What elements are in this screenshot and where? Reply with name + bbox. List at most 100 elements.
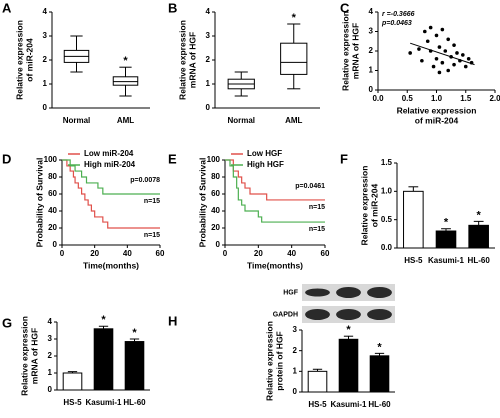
point [428,25,433,30]
x-tick-label: 0.5 [402,94,414,103]
y-tick-label: 60 [211,189,220,198]
y-tick-label: 4 [43,7,48,16]
box [112,76,139,86]
y-tick-label: 2 [293,346,298,355]
significance: * [292,12,297,24]
survival-curve [225,159,325,201]
y-tick-label: 40 [48,206,57,215]
legend-label: High HGF [247,160,284,169]
bar [307,370,328,393]
y-axis-label: Relative expression [264,321,274,401]
bar [62,372,83,391]
p-value: p=0.0078 [130,177,160,184]
bar [338,338,359,393]
panel-letter: A [2,0,12,15]
significance: * [132,327,137,339]
x-tick-label: HS-5 [308,400,327,409]
y-tick-label: 0 [293,387,298,396]
point [437,70,442,75]
x-tick-label: 40 [123,249,132,258]
y-axis-label: mRNA of HGF [29,328,39,384]
blot-band [336,309,361,320]
y-tick-label: 2 [48,351,53,360]
x-tick-label: AML [117,116,134,125]
significance: * [377,341,382,353]
y-tick-label: 80 [48,172,57,181]
x-axis-label: of miR-204 [415,115,459,125]
point [461,53,465,57]
x-tick-label: 0 [60,249,65,258]
survival-curve [225,159,325,223]
blot-label: HGF [283,289,299,296]
y-tick-label: 40 [211,206,220,215]
y-tick-label: 1 [369,66,374,75]
point [443,49,448,53]
y-axis-label: of miR-204 [369,184,379,228]
y-tick-label: 100 [44,155,58,164]
point [437,45,442,49]
y-tick-label: 3 [293,325,298,334]
bar [369,355,390,393]
blot-label: GAPDH [273,311,298,318]
blot-band [305,288,330,297]
y-tick-label: 1.5 [381,158,393,167]
panel-letter: G [2,315,12,330]
y-tick-label: 0.5 [381,215,393,224]
legend-label: Low HGF [247,149,282,158]
x-axis-label: Time(months) [247,260,303,270]
y-axis-label: protein of HGF [274,331,284,391]
x-tick-label: 60 [321,249,330,258]
x-tick-label: Normal [227,116,255,125]
x-axis-label: Time(months) [83,260,139,270]
y-tick-label: 3 [48,334,53,343]
x-tick-label: 1.5 [460,94,472,103]
x-tick-label: Kasumi-1 [330,400,367,409]
x-tick-label: 0.0 [372,94,384,103]
point [431,64,436,69]
y-tick-label: 4 [369,7,374,16]
n-label: n=15 [144,232,160,239]
panel-letter: F [340,151,348,166]
panel-letter: C [340,0,350,15]
n-label: n=15 [309,226,325,233]
bar [403,190,424,249]
panel-letter: B [168,0,177,15]
x-axis-label: Relative expression [397,105,477,115]
y-tick-label: 100 [207,155,221,164]
x-tick-label: Kasumi-1 [428,256,465,265]
y-tick-label: 20 [211,223,220,232]
y-tick-label: 0 [53,240,58,249]
x-tick-label: 2.0 [489,94,500,103]
n-label: n=15 [144,198,160,205]
bar [435,230,457,249]
y-tick-label: 2 [369,46,374,55]
significance: * [101,314,106,326]
box [280,42,308,75]
y-tick-label: 3 [369,27,374,36]
point [408,51,412,55]
fit-line [410,42,475,66]
y-tick-label: 1 [48,368,53,377]
bar [124,341,145,391]
y-tick-label: 60 [48,189,57,198]
point [425,39,430,44]
y-axis-label: Relative expression [19,316,29,396]
y-tick-label: 4 [206,7,211,16]
y-axis-label: Relative expression [340,11,350,91]
y-tick-label: 80 [211,172,220,181]
point [434,33,439,38]
annotation: r =-0.3666 [382,11,415,18]
x-tick-label: HS-5 [63,398,82,407]
n-label: n=15 [309,204,325,211]
y-tick-label: 4 [48,317,53,326]
x-tick-label: 0 [223,249,228,258]
annotation: p=0.0463 [381,20,412,27]
y-tick-label: 0 [216,240,221,249]
blot-band [336,287,361,298]
y-axis-label: Probability of Survival [34,158,44,248]
point [463,64,468,69]
x-tick-label: AML [285,116,302,125]
y-tick-label: 1 [206,79,211,88]
x-tick-label: Kasumi-1 [85,398,122,407]
